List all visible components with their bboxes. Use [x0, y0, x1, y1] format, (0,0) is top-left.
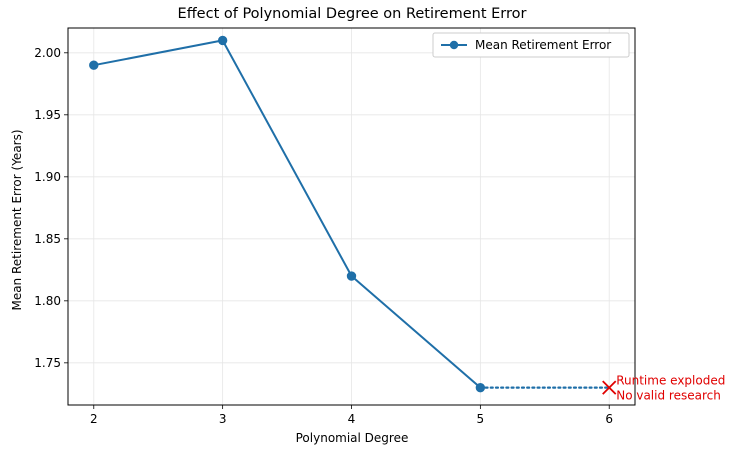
- y-tick-label: 2.00: [34, 46, 61, 60]
- x-axis-label: Polynomial Degree: [296, 431, 409, 445]
- legend-entry-label: Mean Retirement Error: [475, 38, 611, 52]
- chart-title: Effect of Polynomial Degree on Retiremen…: [178, 6, 527, 22]
- y-tick-label: 1.90: [34, 170, 61, 184]
- x-tick-label: 6: [605, 412, 613, 426]
- legend-box: [432, 32, 630, 58]
- legend: Mean Retirement Error: [432, 32, 630, 58]
- plot-frame: [67, 27, 636, 406]
- data-point: [346, 271, 357, 281]
- x-tick-label: 4: [348, 412, 356, 426]
- series-layer: [89, 35, 611, 393]
- y-axis-label: Mean Retirement Error (Years): [10, 129, 24, 310]
- grid-lines: [68, 28, 635, 405]
- y-tick-label: 1.75: [34, 356, 61, 370]
- series-line: [93, 39, 482, 389]
- axis-ticks: 2 3 4 5 6 1.75 1.80 1.85 1.90 1.95 2.00: [34, 46, 613, 426]
- y-tick-label: 1.85: [34, 232, 61, 246]
- legend-marker-swatch: [449, 40, 459, 50]
- data-point: [217, 35, 228, 46]
- x-tick-label: 3: [219, 412, 227, 426]
- y-tick-label: 1.80: [34, 294, 61, 308]
- data-point: [89, 60, 99, 70]
- failure-annotation-line-1: Runtime exploded: [616, 374, 725, 388]
- failure-annotation: Runtime exploded No valid research: [602, 374, 725, 403]
- x-tick-label: 2: [90, 412, 98, 426]
- failure-x-marker-stroke-b: [602, 380, 617, 395]
- x-tick-label: 5: [477, 412, 485, 426]
- failure-annotation-line-2: No valid research: [616, 389, 721, 403]
- y-tick-label: 1.95: [34, 108, 61, 122]
